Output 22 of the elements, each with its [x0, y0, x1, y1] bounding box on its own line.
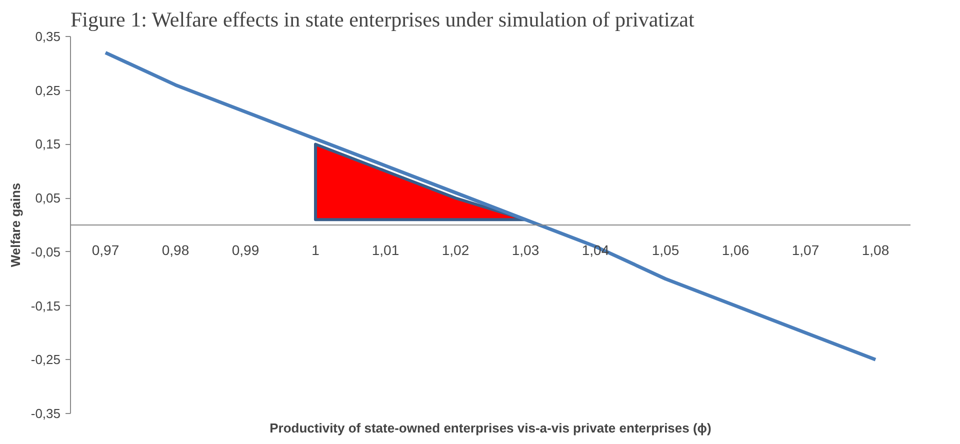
y-tick-label: -0,25	[30, 352, 61, 368]
x-tick-label: 1,02	[442, 242, 470, 258]
y-axis-title: Welfare gains	[8, 182, 23, 268]
x-tick-label: 0,97	[92, 242, 120, 258]
x-tick-label: 1,08	[862, 242, 890, 258]
x-tick-label: 1,05	[652, 242, 680, 258]
x-tick-label: 0,99	[232, 242, 260, 258]
x-axis-title: Productivity of state-owned enterprises vis-a-vis private enterprises (ϕ)	[270, 420, 712, 436]
y-tick-label: -0,05	[30, 244, 61, 260]
y-tick-label: -0,35	[30, 406, 61, 421]
chart-title: Figure 1: Welfare effects in state enterprises under simulation of privatizat	[70, 8, 694, 32]
y-tick-label: 0,05	[35, 190, 61, 206]
x-tick-label: 1,06	[722, 242, 750, 258]
y-tick-label: -0,15	[30, 298, 61, 314]
y-tick-label: 0,15	[35, 136, 61, 152]
y-tick-label: 0,25	[35, 82, 61, 98]
x-tick-label: 1	[312, 242, 320, 258]
y-tick-label: 0,35	[35, 29, 61, 44]
x-tick-label: 1,03	[512, 242, 540, 258]
x-tick-label: 1,01	[372, 242, 400, 258]
x-tick-label: 0,98	[162, 242, 190, 258]
x-tick-label: 1,07	[792, 242, 820, 258]
